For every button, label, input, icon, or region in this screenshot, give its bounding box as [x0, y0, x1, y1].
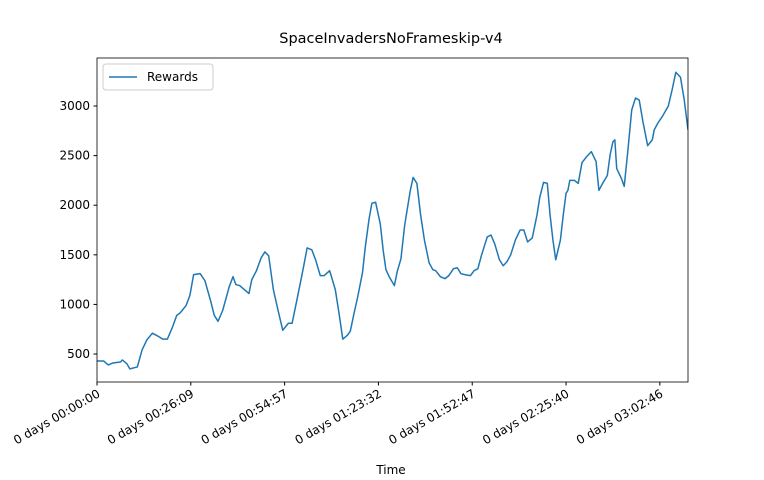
x-tick-label: 0 days 01:52:47	[386, 386, 477, 447]
x-tick-label: 0 days 00:26:09	[105, 386, 196, 447]
chart-title: SpaceInvadersNoFrameskip-v4	[279, 31, 503, 47]
y-tick-label: 500	[67, 347, 90, 361]
x-tick-label: 0 days 02:25:40	[480, 386, 571, 447]
y-tick-label: 2500	[59, 149, 90, 163]
y-tick-label: 2000	[59, 198, 90, 212]
line-series	[97, 71, 688, 370]
x-tick-label: 0 days 00:54:57	[199, 386, 290, 447]
x-tick-label: 0 days 00:00:00	[11, 386, 102, 447]
y-tick-label: 3000	[59, 99, 90, 113]
y-tick-label: 1000	[59, 297, 90, 311]
legend-box	[102, 63, 214, 91]
plot-frame	[96, 57, 689, 383]
x-tick-label: 0 days 01:23:32	[293, 386, 384, 447]
x-axis-label: Time	[375, 463, 405, 477]
y-tick-label: 1500	[59, 248, 90, 262]
x-tick-label: 0 days 03:02:46	[574, 386, 665, 447]
legend-label: Rewards	[147, 70, 198, 84]
